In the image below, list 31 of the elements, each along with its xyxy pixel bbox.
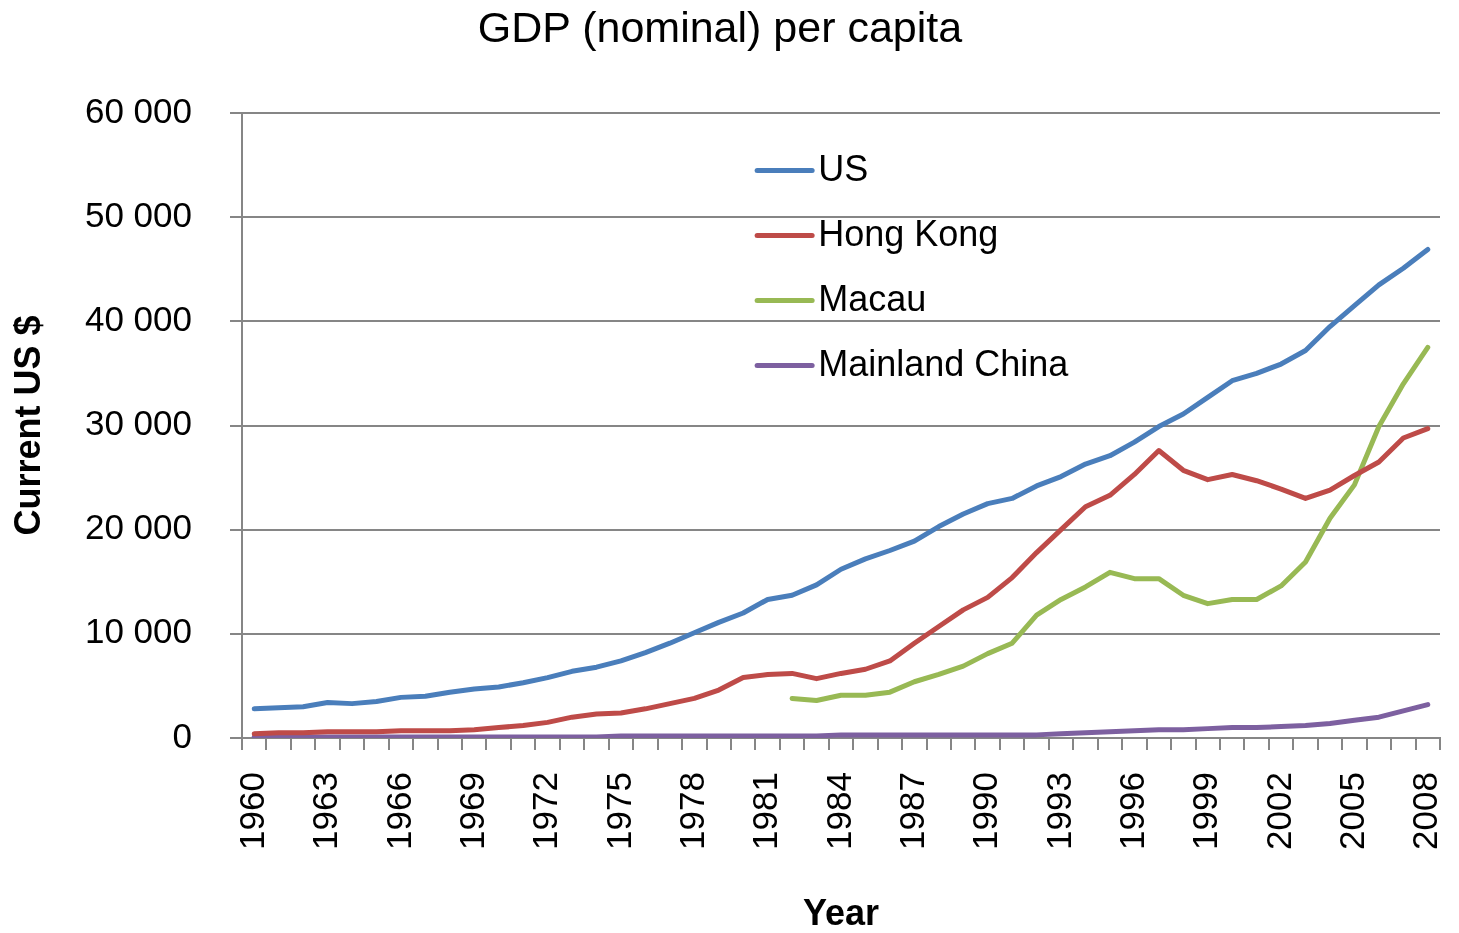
legend-label: Hong Kong <box>818 213 999 255</box>
legend-label: Macau <box>818 278 927 320</box>
y-tick-label: 30 000 <box>84 403 192 443</box>
x-axis-title: Year <box>802 891 880 933</box>
x-tick-label: 1996 <box>1112 772 1152 850</box>
x-tick-label: 1981 <box>745 772 785 850</box>
x-tick-label: 1993 <box>1038 772 1078 850</box>
x-tick-label: 1978 <box>671 772 711 850</box>
x-tick-label: 1960 <box>231 772 271 850</box>
x-tick-label: 1999 <box>1185 772 1225 850</box>
chart-title: GDP (nominal) per capita <box>477 2 963 51</box>
legend-label: Mainland China <box>818 343 1070 385</box>
x-tick-label: 1990 <box>965 772 1005 850</box>
x-tick-label: 1972 <box>525 772 565 850</box>
x-tick-label: 2005 <box>1332 772 1372 850</box>
legend-label: US <box>818 148 869 190</box>
x-tick-label: 1987 <box>892 772 931 850</box>
x-tick-label: 1963 <box>305 772 345 850</box>
y-tick-label: 10 000 <box>84 611 192 651</box>
y-tick-label: 20 000 <box>84 507 192 547</box>
x-tick-label: 1984 <box>818 772 858 850</box>
y-tick-label: 60 000 <box>84 90 192 130</box>
y-axis-title: Current US $ <box>6 315 48 536</box>
y-tick-label: 40 000 <box>84 298 192 338</box>
x-tick-label: 1969 <box>451 772 491 850</box>
y-tick-label: 50 000 <box>84 194 192 234</box>
y-tick-label: 0 <box>172 715 192 755</box>
x-tick-label: 1975 <box>598 772 638 850</box>
x-tick-label: 2002 <box>1258 772 1298 850</box>
x-tick-label: 2008 <box>1405 772 1445 850</box>
x-tick-label: 1966 <box>378 772 418 850</box>
